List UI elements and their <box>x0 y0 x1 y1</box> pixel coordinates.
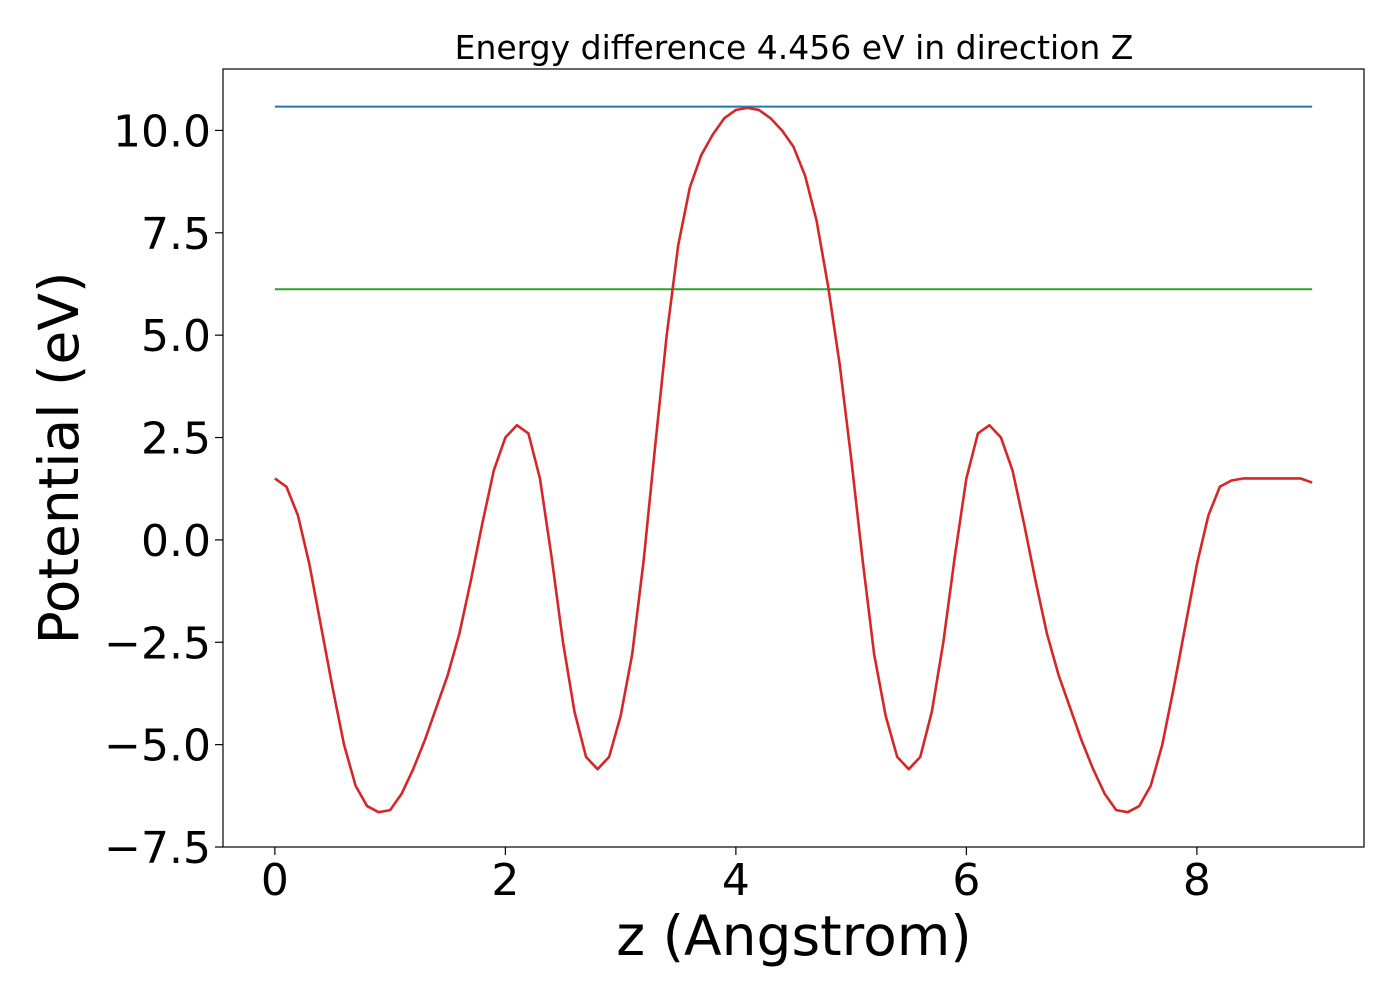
y-tick-label: −2.5 <box>104 618 211 669</box>
series-line-2 <box>274 106 1313 814</box>
y-tick-label: 2.5 <box>141 414 211 465</box>
y-tick-label: 5.0 <box>141 311 211 362</box>
chart-title: Energy difference 4.456 eV in direction … <box>455 28 1134 67</box>
y-tick-label: −7.5 <box>104 823 211 874</box>
x-tick-label: 4 <box>722 855 750 906</box>
plot-frame <box>222 68 1365 848</box>
y-axis-label: Potential (eV) <box>27 272 91 645</box>
y-axis-ticks: −7.5 −5.0 −2.5 0.0 2.5 5.0 7.5 10.0 <box>104 106 223 874</box>
x-tick-label: 8 <box>1183 855 1211 906</box>
x-tick-label: 0 <box>261 855 289 906</box>
x-tick-label: 6 <box>952 855 980 906</box>
y-tick-label: 0.0 <box>141 516 211 567</box>
x-axis-ticks: 0 2 4 6 8 <box>261 847 1211 906</box>
y-tick-label: 7.5 <box>141 209 211 260</box>
series-layer <box>274 105 1313 814</box>
x-tick-label: 2 <box>491 855 519 906</box>
x-axis-label: z (Angstrom) <box>616 904 972 968</box>
y-tick-label: −5.0 <box>104 721 211 772</box>
y-tick-label: 10.0 <box>113 106 211 157</box>
